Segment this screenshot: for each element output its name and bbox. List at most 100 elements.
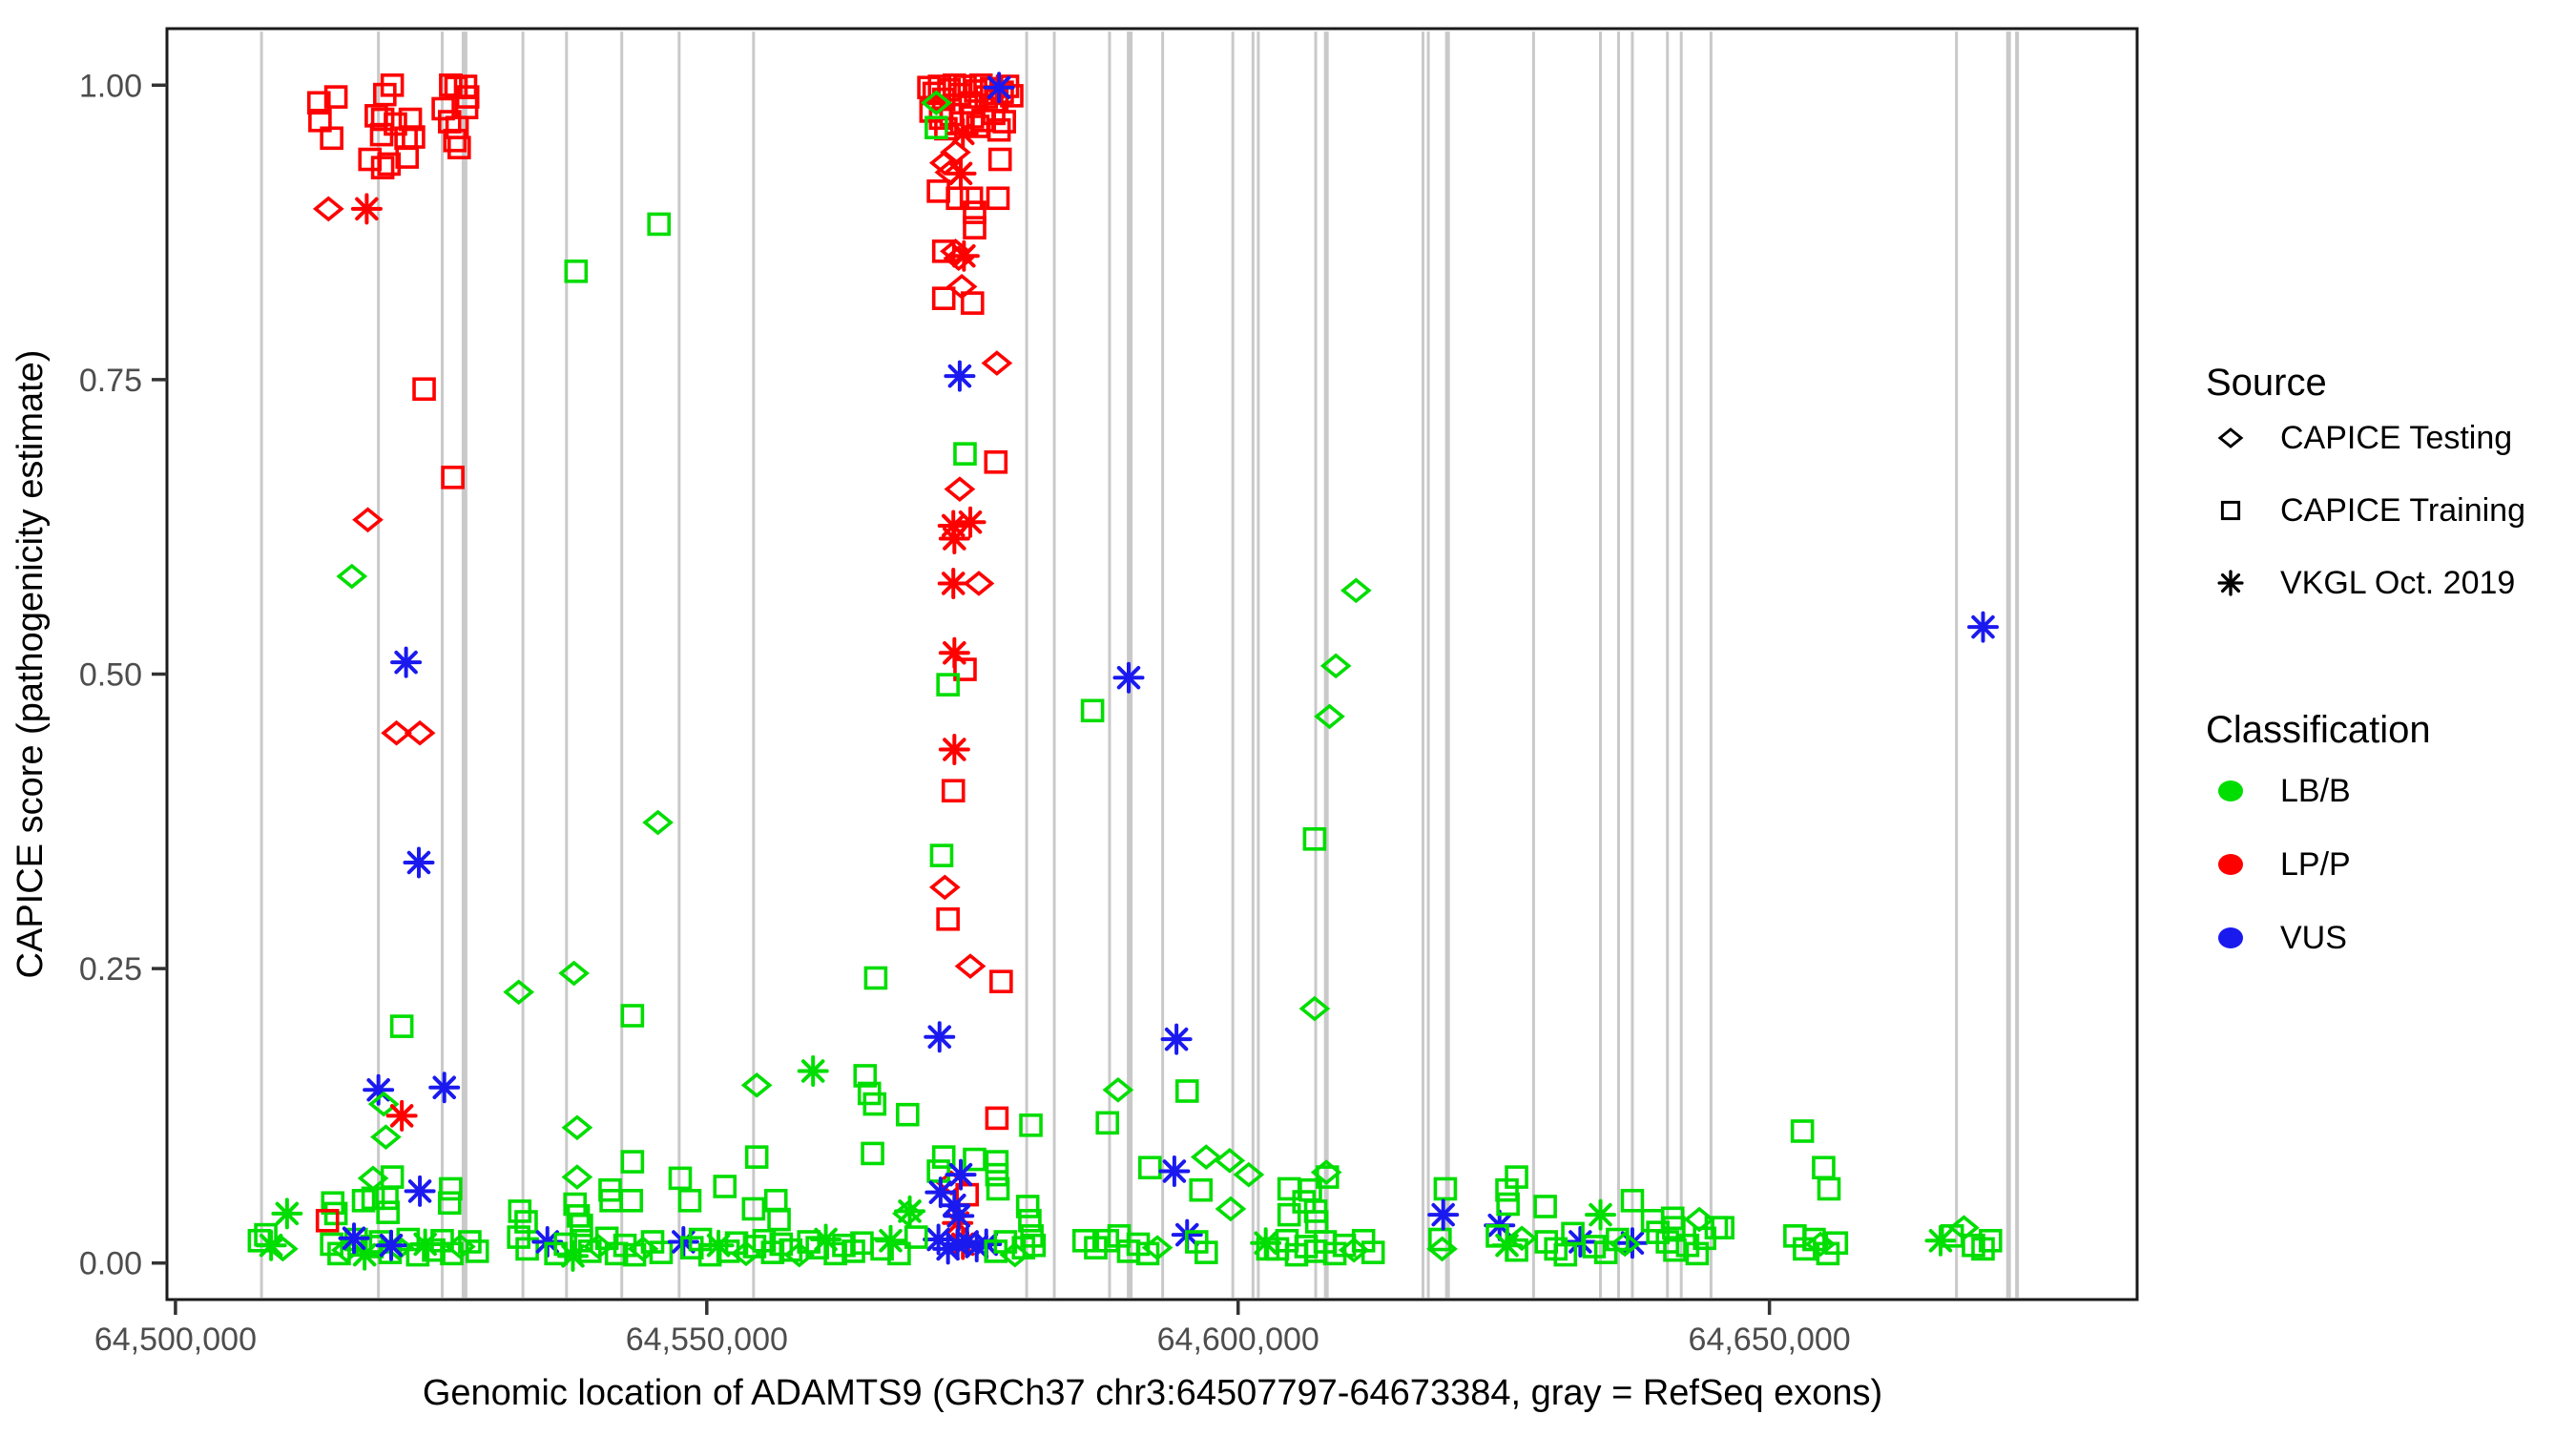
- data-point: [928, 874, 961, 901]
- asterisk-spoke: [1116, 665, 1141, 690]
- data-point: [439, 1176, 463, 1201]
- y-tick-label: 0.00: [79, 1246, 142, 1282]
- data-point: [896, 1102, 920, 1127]
- data-point: [763, 1189, 788, 1213]
- data-point: [936, 673, 960, 697]
- data-point: [375, 1229, 407, 1261]
- asterisk-spoke: [1164, 1027, 1189, 1051]
- data-point: [985, 1106, 1009, 1131]
- data-point: [924, 115, 948, 139]
- asterisk-spoke: [342, 1226, 366, 1251]
- data-point: [861, 1141, 884, 1166]
- data-point: [887, 1241, 911, 1266]
- data-point: [350, 193, 383, 225]
- asterisk-spoke: [950, 121, 975, 146]
- data-point: [561, 1164, 593, 1190]
- x-tick-label: 64,550,000: [626, 1322, 788, 1358]
- legend-item-label: CAPICE Testing: [2280, 420, 2512, 456]
- data-point: [954, 506, 987, 538]
- data-point: [797, 1055, 829, 1088]
- data-point: [986, 186, 1010, 211]
- data-point: [740, 1072, 773, 1098]
- data-point: [570, 1213, 593, 1238]
- data-point: [987, 117, 1011, 142]
- data-point: [348, 1238, 381, 1271]
- legend-glyph-a: [2217, 570, 2244, 596]
- data-point: [1427, 1198, 1460, 1231]
- asterisk-spoke: [379, 1233, 404, 1258]
- data-point: [1174, 1079, 1199, 1103]
- asterisk-spoke: [955, 1230, 979, 1254]
- asterisk-spoke: [259, 1233, 283, 1258]
- data-point: [503, 979, 535, 1006]
- legend-glyph-d: [2217, 427, 2244, 448]
- data-point: [1277, 1176, 1301, 1201]
- data-point: [315, 1208, 340, 1233]
- data-point: [1496, 1192, 1520, 1217]
- data-point: [921, 90, 952, 116]
- data-point: [1978, 1228, 2003, 1253]
- asterisk-spoke: [987, 75, 1011, 99]
- asterisk-spoke: [1971, 614, 1995, 639]
- data-point: [1533, 1195, 1557, 1218]
- asterisk-spoke: [800, 1059, 825, 1083]
- data-point: [320, 126, 343, 151]
- data-point: [1158, 1155, 1191, 1187]
- data-point: [945, 1158, 977, 1191]
- legend-color-dot-g: [2218, 780, 2243, 801]
- data-point: [943, 1199, 975, 1232]
- data-point: [1214, 1148, 1246, 1174]
- x-tick-label: 64,600,000: [1157, 1322, 1319, 1358]
- data-point: [931, 1145, 956, 1169]
- data-point: [443, 128, 467, 153]
- data-point: [940, 238, 971, 264]
- data-point: [929, 843, 954, 867]
- data-point: [924, 1021, 956, 1053]
- data-point: [439, 73, 463, 97]
- data-point: [441, 466, 465, 489]
- data-point: [1790, 1119, 1815, 1143]
- y-tick-label: 0.50: [79, 656, 142, 693]
- data-point: [370, 156, 395, 179]
- data-point: [376, 1200, 400, 1224]
- data-point: [953, 442, 977, 466]
- legend-item-label: CAPICE Training: [2280, 492, 2525, 529]
- data-point: [428, 1072, 461, 1104]
- data-point: [306, 91, 331, 115]
- data-point: [370, 1124, 402, 1150]
- data-point: [981, 350, 1013, 376]
- data-point: [385, 1099, 418, 1132]
- data-point: [1804, 1231, 1837, 1258]
- data-point: [1609, 1231, 1641, 1258]
- y-tick-label: 1.00: [79, 68, 142, 104]
- data-point: [1233, 1161, 1265, 1188]
- data-point: [312, 196, 344, 222]
- data-point: [1315, 1165, 1340, 1189]
- data-point: [992, 110, 1016, 134]
- data-point: [515, 1237, 539, 1261]
- data-point: [1215, 1196, 1247, 1222]
- asterisk-spoke: [948, 1162, 973, 1187]
- data-point: [1277, 1202, 1301, 1227]
- data-point: [514, 1210, 538, 1234]
- data-point: [1095, 1111, 1120, 1135]
- asterisk-spoke: [943, 738, 966, 761]
- data-point: [1620, 1189, 1645, 1213]
- data-point: [984, 449, 1008, 474]
- x-axis-title: Genomic location of ADAMTS9 (GRCh37 chr3…: [423, 1373, 1882, 1413]
- data-point: [1302, 827, 1327, 851]
- data-point: [271, 1197, 303, 1230]
- data-point: [375, 1186, 399, 1211]
- data-point: [642, 809, 674, 836]
- legend-item-label: VKGL Oct. 2019: [2280, 565, 2515, 601]
- data-point: [986, 1176, 1010, 1201]
- data-point: [647, 212, 671, 237]
- legend-color-dot-r: [2218, 854, 2243, 875]
- data-point: [677, 1189, 702, 1213]
- data-point: [465, 1239, 489, 1263]
- data-point: [941, 779, 966, 803]
- data-point: [336, 563, 368, 590]
- data-point: [412, 377, 436, 402]
- legend-color-dot-b: [2218, 927, 2243, 948]
